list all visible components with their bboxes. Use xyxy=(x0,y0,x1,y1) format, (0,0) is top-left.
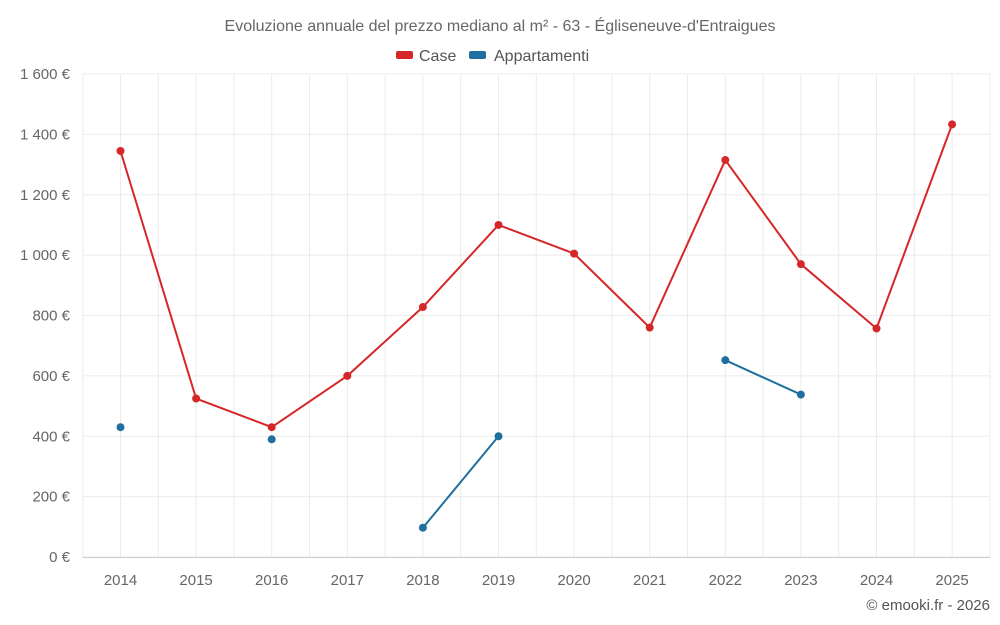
y-axis-ticks: 0 € 200 € 400 € 600 € 800 € 1 000 € 1 200 € 1 4… xyxy=(20,66,71,566)
legend-label-appartamenti: Appartamenti xyxy=(494,48,589,65)
series-appartamenti xyxy=(116,356,805,532)
y-tick-label: 600 € xyxy=(32,368,70,385)
x-tick-label: 2014 xyxy=(104,572,137,589)
data-point-appartamenti[interactable] xyxy=(418,523,427,532)
series-line-segment xyxy=(724,159,802,266)
series-layer xyxy=(116,120,957,532)
y-tick-label: 800 € xyxy=(32,308,70,325)
credit-text: © emooki.fr - 2026 xyxy=(866,597,990,614)
series-line-segment xyxy=(573,252,651,329)
series-line-segment xyxy=(799,263,878,330)
legend-marker-case xyxy=(396,51,413,59)
legend-item-case[interactable]: Case xyxy=(396,48,456,65)
legend: Case Appartamenti xyxy=(396,48,589,65)
data-point-case[interactable] xyxy=(796,260,805,269)
x-tick-label: 2019 xyxy=(482,572,515,589)
y-tick-label: 1 200 € xyxy=(20,187,71,204)
data-point-case[interactable] xyxy=(343,371,352,380)
x-tick-label: 2022 xyxy=(709,572,742,589)
x-tick-label: 2017 xyxy=(331,572,364,589)
data-point-appartamenti[interactable] xyxy=(494,432,503,441)
series-line-segment xyxy=(346,306,424,377)
y-tick-label: 400 € xyxy=(32,428,70,445)
y-tick-label: 1 600 € xyxy=(20,66,71,83)
data-point-appartamenti[interactable] xyxy=(116,423,125,432)
data-point-case[interactable] xyxy=(570,249,579,258)
data-point-case[interactable] xyxy=(192,394,201,403)
x-tick-label: 2021 xyxy=(633,572,666,589)
data-point-case[interactable] xyxy=(494,220,503,229)
x-tick-label: 2024 xyxy=(860,572,893,589)
x-tick-label: 2023 xyxy=(784,572,817,589)
x-tick-label: 2025 xyxy=(935,572,968,589)
y-tick-label: 200 € xyxy=(32,489,70,506)
series-line-segment xyxy=(648,159,727,329)
series-line-segment xyxy=(421,435,500,529)
y-tick-label: 1 000 € xyxy=(20,247,71,264)
series-line-segment xyxy=(724,359,802,396)
horizontal-gridlines xyxy=(83,73,990,558)
data-point-case[interactable] xyxy=(267,423,276,432)
series-line-segment xyxy=(497,223,576,255)
data-point-case[interactable] xyxy=(645,323,654,332)
data-point-case[interactable] xyxy=(721,156,730,165)
series-case xyxy=(116,120,957,432)
data-point-case[interactable] xyxy=(872,324,881,333)
series-line-segment xyxy=(195,397,273,429)
series-line-segment xyxy=(270,374,349,429)
data-point-case[interactable] xyxy=(116,146,125,155)
data-point-case[interactable] xyxy=(418,303,427,312)
y-tick-label: 0 € xyxy=(49,549,71,566)
x-tick-label: 2020 xyxy=(557,572,590,589)
series-line-segment xyxy=(119,149,198,400)
x-tick-label: 2018 xyxy=(406,572,439,589)
x-tick-label: 2015 xyxy=(179,572,212,589)
data-point-case[interactable] xyxy=(948,120,957,129)
data-point-appartamenti[interactable] xyxy=(267,435,276,444)
series-line-segment xyxy=(875,123,954,330)
x-tick-label: 2016 xyxy=(255,572,288,589)
series-line-segment xyxy=(421,223,500,309)
legend-item-appartamenti[interactable]: Appartamenti xyxy=(469,48,589,65)
data-point-appartamenti[interactable] xyxy=(796,390,805,399)
chart-title: Evoluzione annuale del prezzo mediano al… xyxy=(225,16,776,35)
x-axis-ticks: 2014 2015 2016 2017 2018 2019 2020 2021 2022 2023… xyxy=(104,572,969,589)
legend-marker-appartamenti xyxy=(469,51,486,59)
data-point-appartamenti[interactable] xyxy=(721,356,730,365)
legend-label-case: Case xyxy=(419,48,456,65)
y-tick-label: 1 400 € xyxy=(20,126,71,143)
